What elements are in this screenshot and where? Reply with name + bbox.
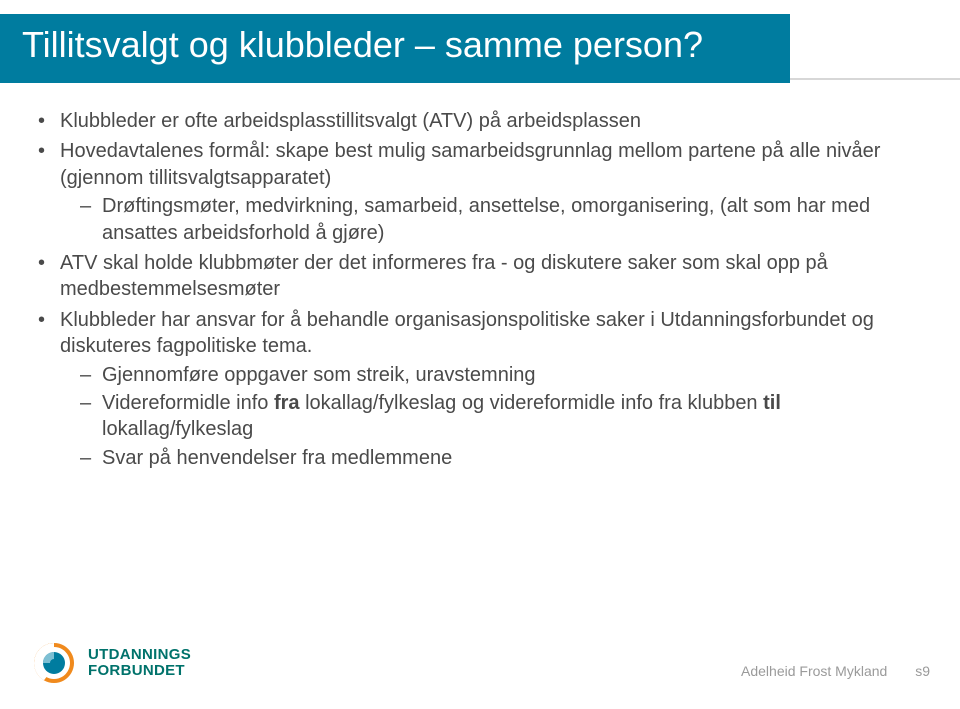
footer-page: s9 [915, 663, 930, 679]
title-bar: Tillitsvalgt og klubbleder – samme perso… [0, 14, 960, 78]
list-item: Klubbleder har ansvar for å behandle org… [38, 307, 912, 471]
list-item: Hovedavtalenes formål: skape best mulig … [38, 138, 912, 246]
list-item: Klubbleder er ofte arbeidsplasstillitsva… [38, 108, 912, 134]
logo-text: UTDANNINGS FORBUNDET [88, 647, 191, 679]
list-item: ATV skal holde klubbmøter der det inform… [38, 250, 912, 303]
page-title: Tillitsvalgt og klubbleder – samme perso… [22, 24, 703, 66]
logo: UTDANNINGS FORBUNDET [30, 639, 191, 687]
footer-author: Adelheid Frost Mykland [741, 663, 887, 679]
body-content: Klubbleder er ofte arbeidsplasstillitsva… [38, 104, 912, 475]
logo-icon [30, 639, 78, 687]
list-item: Videreformidle info fra lokallag/fylkesl… [80, 390, 912, 443]
list-item: Svar på henvendelser fra medlemmene [80, 445, 912, 471]
logo-line1: UTDANNINGS [88, 647, 191, 663]
slide: Tillitsvalgt og klubbleder – samme perso… [0, 0, 960, 709]
title-underline [0, 78, 790, 83]
footer: Adelheid Frost Mykland s9 [741, 663, 930, 679]
logo-line2: FORBUNDET [88, 663, 191, 679]
list-item: Drøftingsmøter, medvirkning, samarbeid, … [80, 193, 912, 246]
list-item: Gjennomføre oppgaver som streik, uravste… [80, 362, 912, 388]
